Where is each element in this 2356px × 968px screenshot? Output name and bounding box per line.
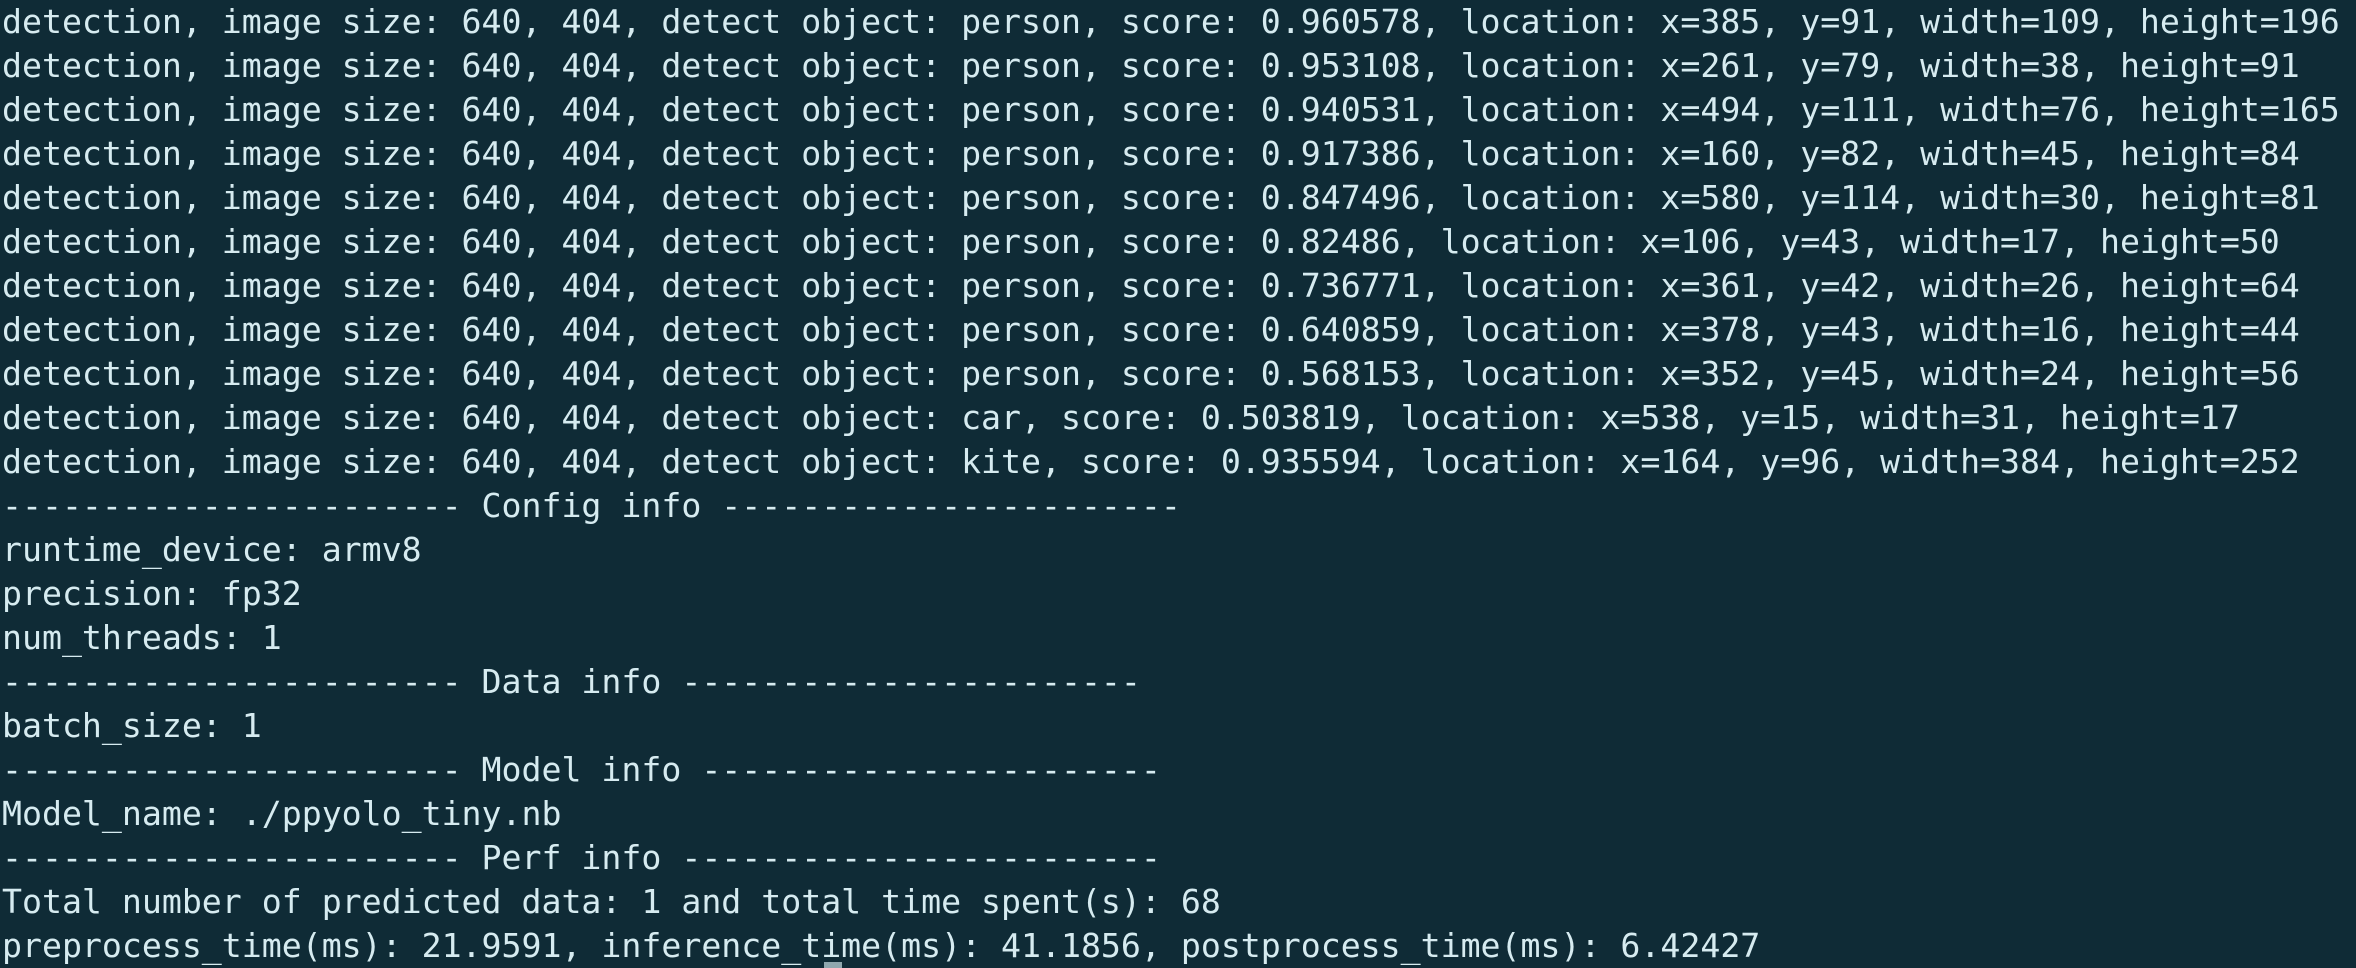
output-line: preprocess_time(ms): 21.9591, inference_… [2, 926, 1761, 965]
output-line: precision: fp32 [2, 574, 302, 613]
output-line: detection, image size: 640, 404, detect … [2, 266, 2300, 305]
output-line: detection, image size: 640, 404, detect … [2, 442, 2300, 481]
output-line: batch_size: 1 [2, 706, 262, 745]
output-line: detection, image size: 640, 404, detect … [2, 354, 2300, 393]
output-line: detection, image size: 640, 404, detect … [2, 310, 2300, 349]
output-line: detection, image size: 640, 404, detect … [2, 90, 2340, 129]
output-line: num_threads: 1 [2, 618, 282, 657]
section-header-line: ----------------------- Model info -----… [2, 750, 1161, 789]
output-line: detection, image size: 640, 404, detect … [2, 2, 2340, 41]
output-line: runtime_device: armv8 [2, 530, 422, 569]
section-header-line: ----------------------- Data info ------… [2, 662, 1141, 701]
output-line: Total number of predicted data: 1 and to… [2, 882, 1221, 921]
output-line: detection, image size: 640, 404, detect … [2, 222, 2280, 261]
output-line: detection, image size: 640, 404, detect … [2, 134, 2300, 173]
section-header-line: ----------------------- Perf info ------… [2, 838, 1161, 877]
output-line: Model_name: ./ppyolo_tiny.nb [2, 794, 562, 833]
terminal-cursor [824, 962, 842, 968]
section-header-line: ----------------------- Config info ----… [2, 486, 1181, 525]
output-line: detection, image size: 640, 404, detect … [2, 178, 2320, 217]
output-line: detection, image size: 640, 404, detect … [2, 46, 2300, 85]
output-line: detection, image size: 640, 404, detect … [2, 398, 2240, 437]
